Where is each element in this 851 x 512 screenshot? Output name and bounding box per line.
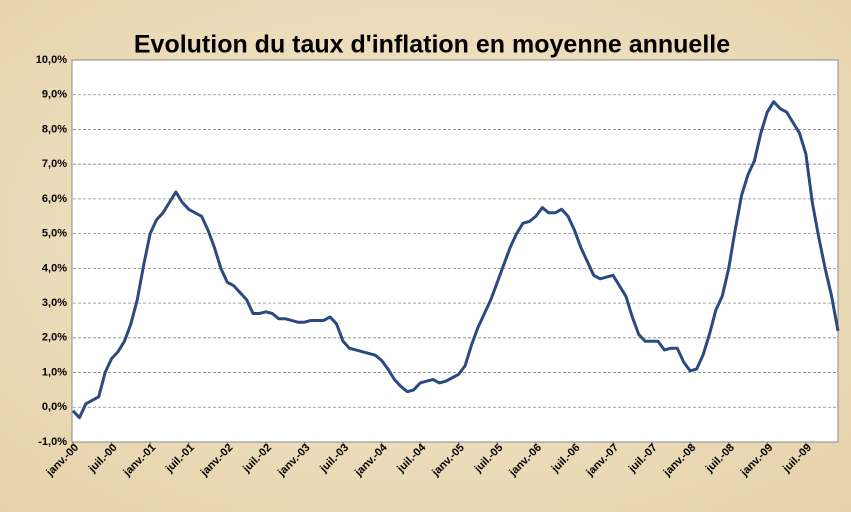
y-tick-label: 4,0% <box>42 262 67 274</box>
data-line <box>71 100 840 420</box>
y-tick-label: 1,0% <box>42 366 67 378</box>
y-tick-label: 0,0% <box>42 401 67 413</box>
y-tick-label: -1,0% <box>38 436 67 448</box>
y-tick-label: 2,0% <box>42 332 67 344</box>
plot-area <box>71 59 839 443</box>
y-tick-label: 6,0% <box>42 193 67 205</box>
y-tick-label: 5,0% <box>42 228 67 240</box>
y-tick-label: 7,0% <box>42 158 67 170</box>
y-tick-label: 8,0% <box>42 123 67 135</box>
chart-title: Evolution du taux d'inflation en moyenne… <box>134 31 730 59</box>
y-tick-label: 3,0% <box>42 297 67 309</box>
y-tick-label: 10,0% <box>36 54 67 66</box>
y-tick-label: 9,0% <box>42 89 67 101</box>
